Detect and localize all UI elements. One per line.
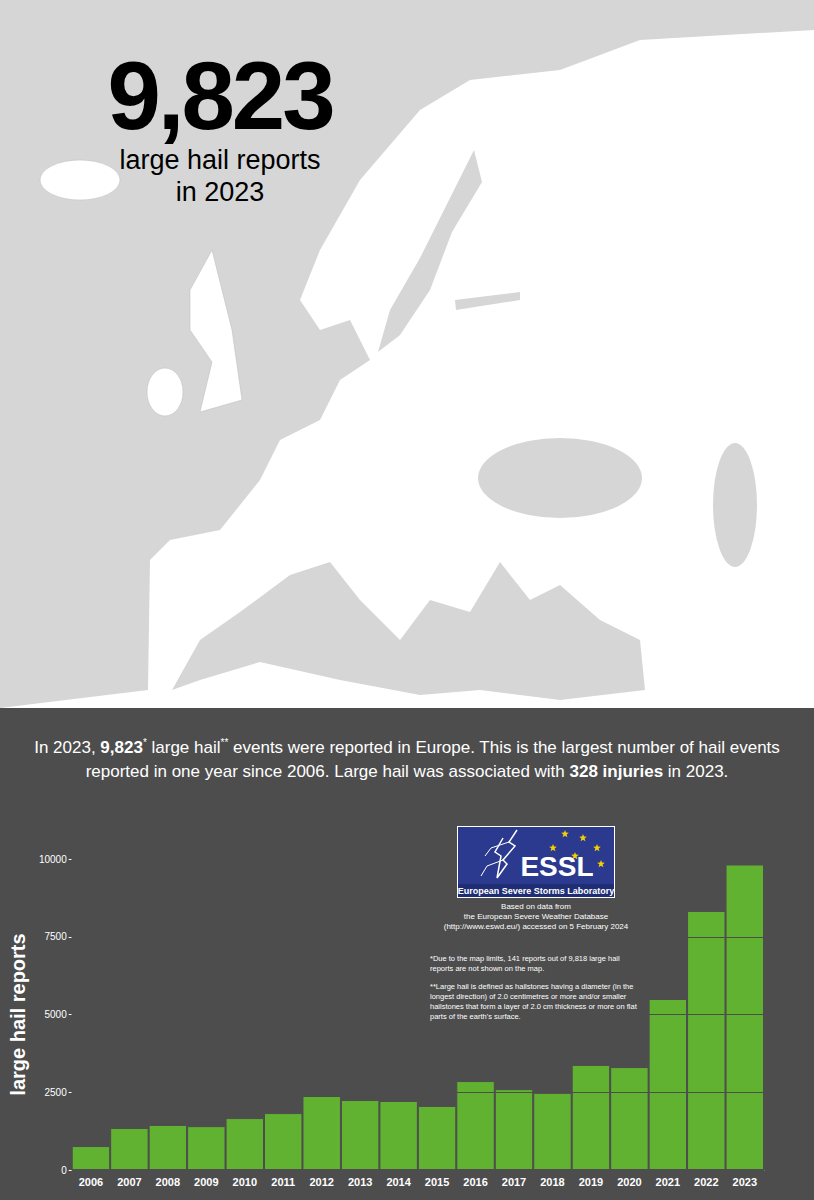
svg-text:2011: 2011	[271, 1176, 295, 1188]
html-text:**Large hail is defined as hai: **Large hail is defined as hailstones ha…	[430, 982, 637, 1021]
svg-text:2015: 2015	[425, 1176, 449, 1188]
svg-text:0: 0	[61, 1165, 67, 1176]
svg-text:2022: 2022	[694, 1176, 718, 1188]
html-text:*Due to the map limits, 141 re: *Due to the map limits, 141 reports out …	[430, 954, 620, 973]
svg-text:2018: 2018	[540, 1176, 564, 1188]
svg-text:2500: 2500	[44, 1087, 67, 1098]
html-text:(http://www.eswd.eu/) accessed: (http://www.eswd.eu/) accessed on 5 Febr…	[443, 922, 629, 931]
svg-text:5000: 5000	[44, 1009, 67, 1020]
svg-text:large hail reports: large hail reports	[7, 933, 29, 1095]
svg-text:2017: 2017	[502, 1176, 526, 1188]
svg-text:2009: 2009	[194, 1176, 218, 1188]
html-text:the European Severe Weather Da: the European Severe Weather Database	[463, 912, 609, 921]
svg-text:2023: 2023	[733, 1176, 757, 1188]
svg-text:10000: 10000	[39, 854, 67, 865]
svg-text:2019: 2019	[579, 1176, 603, 1188]
svg-text:2007: 2007	[117, 1176, 141, 1188]
svg-text:2012: 2012	[309, 1176, 333, 1188]
html-text:in 2023: in 2023	[175, 177, 265, 207]
svg-text:2020: 2020	[617, 1176, 641, 1188]
html-text:9,823: 9,823	[107, 42, 333, 149]
html-text:Based on data from: Based on data from	[501, 902, 571, 911]
svg-text:2014: 2014	[386, 1176, 411, 1188]
svg-text:2013: 2013	[348, 1176, 372, 1188]
svg-text:7500: 7500	[44, 931, 67, 942]
svg-text:2006: 2006	[79, 1176, 103, 1188]
svg-text:2008: 2008	[156, 1176, 180, 1188]
svg-text:ESSL: ESSL	[520, 851, 593, 882]
svg-text:2016: 2016	[463, 1176, 487, 1188]
svg-text:2021: 2021	[656, 1176, 680, 1188]
html-text:In 2023, 9,823*large hail**eve: In 2023, 9,823*large hail**events were r…	[34, 737, 780, 781]
html-text:large hail reports: large hail reports	[119, 145, 321, 175]
svg-text:2010: 2010	[233, 1176, 257, 1188]
svg-text:European Severe Storms Laborat: European Severe Storms Laboratory	[458, 886, 615, 896]
